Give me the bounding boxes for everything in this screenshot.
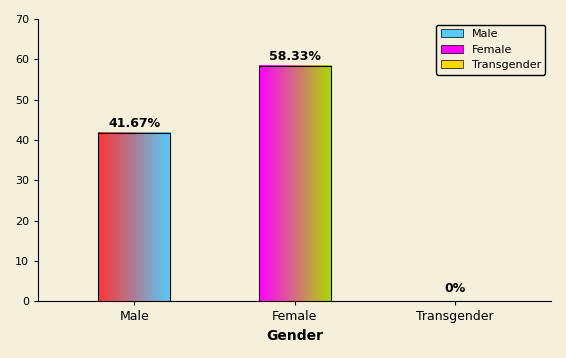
Legend: Male, Female, Transgender: Male, Female, Transgender [436, 25, 546, 74]
X-axis label: Gender: Gender [266, 329, 323, 343]
Bar [98, 133, 170, 301]
Text: 58.33%: 58.33% [269, 50, 320, 63]
Text: 0%: 0% [444, 282, 465, 295]
Bar [259, 66, 331, 301]
Text: 41.67%: 41.67% [108, 117, 160, 130]
